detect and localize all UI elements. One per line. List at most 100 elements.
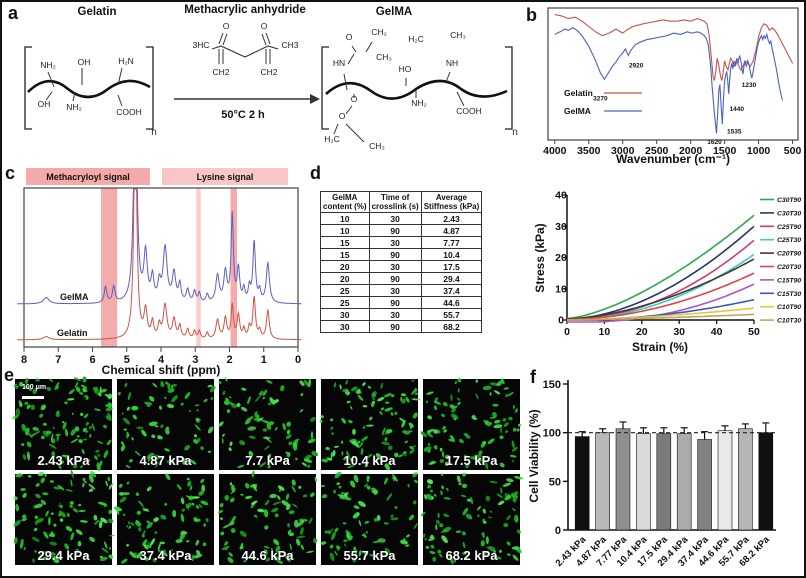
ftir-legend-gelatin: Gelatin xyxy=(564,88,593,98)
atom-label: CH3 xyxy=(281,40,298,50)
nmr-xtick: 0 xyxy=(295,354,301,366)
table-cell: 30 xyxy=(368,236,422,250)
table-row: 15 90 10.4 xyxy=(320,248,483,262)
stress-ytick: 30 xyxy=(555,221,567,233)
panel-c-label: c xyxy=(5,163,16,183)
table-cell: 30 xyxy=(368,284,422,298)
atom-label: O xyxy=(261,21,268,31)
ftir-xtick: 2500 xyxy=(645,145,669,157)
table-row: 20 90 29.4 xyxy=(320,272,483,286)
legend-label: C20T90 xyxy=(777,251,801,258)
table-cell: 29.4 xyxy=(420,272,483,286)
viability-bar xyxy=(636,433,651,531)
table-row: 15 30 7.77 xyxy=(320,236,483,250)
stiffness-label: 29.4 kPa xyxy=(37,548,90,563)
table-cell: 30 xyxy=(368,212,422,226)
table-header: Time of crosslink (s) xyxy=(368,190,422,214)
fluorescence-image: 68.2 kPa xyxy=(420,473,524,565)
viability-bar xyxy=(738,428,753,531)
viability-bar xyxy=(676,433,692,531)
panel-a-label: a xyxy=(8,3,19,23)
table-cell: 90 xyxy=(368,248,422,262)
viability-ytick: 50 xyxy=(549,476,561,488)
lysine-band-label: Lysine signal xyxy=(197,172,254,182)
ftir-xtick: 4000 xyxy=(543,145,567,157)
table-cell: 90 xyxy=(368,320,422,334)
table-cell: 30 xyxy=(368,260,422,274)
peak-annotation: 1230 xyxy=(742,82,757,89)
nmr-trace-gelatin xyxy=(17,188,302,341)
table-cell: 25 xyxy=(320,296,370,310)
table-cell: 30 xyxy=(320,308,370,322)
atom-label: OH xyxy=(78,57,91,67)
viability-bar xyxy=(758,432,774,531)
legend-label: C20T30 xyxy=(777,264,801,271)
nmr-xlabel: Chemical shift (ppm) xyxy=(102,363,221,377)
table-cell: 68.2 xyxy=(420,320,483,334)
stress-ytick: 40 xyxy=(555,190,567,202)
stress-xtick: 40 xyxy=(711,326,723,338)
ftir-xtick: 3500 xyxy=(577,145,601,157)
table-cell: 20 xyxy=(320,260,370,274)
table-row: 25 30 37.4 xyxy=(320,284,483,298)
ftir-plot: 3270 2920 1620 1535 1440 1230 4000 3500 3000 250… xyxy=(543,7,801,166)
viability-bar xyxy=(717,430,733,531)
stress-ylabel: Stress (kPa) xyxy=(533,223,547,292)
atom-label: CH2 xyxy=(260,67,277,77)
table-header: Average Stiffness (kPa) xyxy=(420,190,483,214)
stiffness-label: 2.43 kPa xyxy=(37,453,90,468)
table-cell: 7.77 xyxy=(420,236,483,250)
table-cell: 17.5 xyxy=(420,260,483,274)
table-cell: 25 xyxy=(320,284,370,298)
scalebar xyxy=(22,396,44,399)
ftir-xtick: 1000 xyxy=(747,145,771,157)
fluorescence-image: 2.43 kPa 100 μm xyxy=(12,376,113,472)
atom-label: NH xyxy=(446,58,458,68)
panel-f-label: f xyxy=(530,367,536,387)
reactant-title: Gelatin xyxy=(78,6,117,18)
table-row: 20 30 17.5 xyxy=(320,260,483,274)
viability-bar xyxy=(615,428,631,531)
legend-label: C10T30 xyxy=(777,318,801,325)
nmr-gelatin-label: Gelatin xyxy=(57,328,88,338)
legend-label: C25T30 xyxy=(777,237,801,244)
viability-ytick: 150 xyxy=(543,379,561,391)
table-cell: 55.7 xyxy=(420,308,483,322)
table-cell: 10 xyxy=(320,224,370,238)
gelatin-spectrum xyxy=(554,14,794,81)
atom-label: HO xyxy=(399,64,412,74)
fluorescence-image: 7.7 kPa xyxy=(218,376,319,470)
gelma-spectrum xyxy=(554,27,783,134)
stress-curve-C20T30 xyxy=(567,272,755,321)
peak-annotation: 1535 xyxy=(727,128,742,135)
peak-annotation: 3270 xyxy=(593,95,608,102)
atom-label: OH xyxy=(38,99,51,109)
gelatin-structure: n NH₂ OH H₂N OH NH₂ COOH xyxy=(24,46,157,138)
table-cell: 20 xyxy=(320,272,370,286)
peak-annotation: 1440 xyxy=(729,106,744,113)
table-cell: 90 xyxy=(368,272,422,286)
reaction-scheme: Gelatin Methacrylic anhydride GelMA n NH… xyxy=(24,4,518,151)
table-cell: 15 xyxy=(320,236,370,250)
atom-label: O xyxy=(339,111,346,121)
gelatin-subscript-n: n xyxy=(151,127,157,138)
atom-label: HN xyxy=(333,58,345,68)
atom-label: O xyxy=(223,21,230,31)
atom-label: O xyxy=(351,94,358,104)
table-cell: 15 xyxy=(320,248,370,262)
ftir-frame xyxy=(547,7,799,141)
legend-label: C25T90 xyxy=(777,224,801,231)
panel-d-label: d xyxy=(310,163,321,183)
table-cell: 30 xyxy=(368,308,422,322)
reaction-condition: 50°C 2 h xyxy=(221,109,265,121)
viability-ylabel: Cell Viability (%) xyxy=(527,409,541,502)
viability-bar xyxy=(595,432,610,531)
nmr-xtick: 1 xyxy=(261,354,267,366)
nmr-xtick: 4 xyxy=(158,354,165,366)
table-row: 10 30 2.43 xyxy=(320,212,483,226)
highlight-band xyxy=(196,188,201,347)
peak-annotation: 2920 xyxy=(629,62,644,69)
ftir-xtick: 3000 xyxy=(611,145,635,157)
atom-label: COOH xyxy=(456,106,482,116)
